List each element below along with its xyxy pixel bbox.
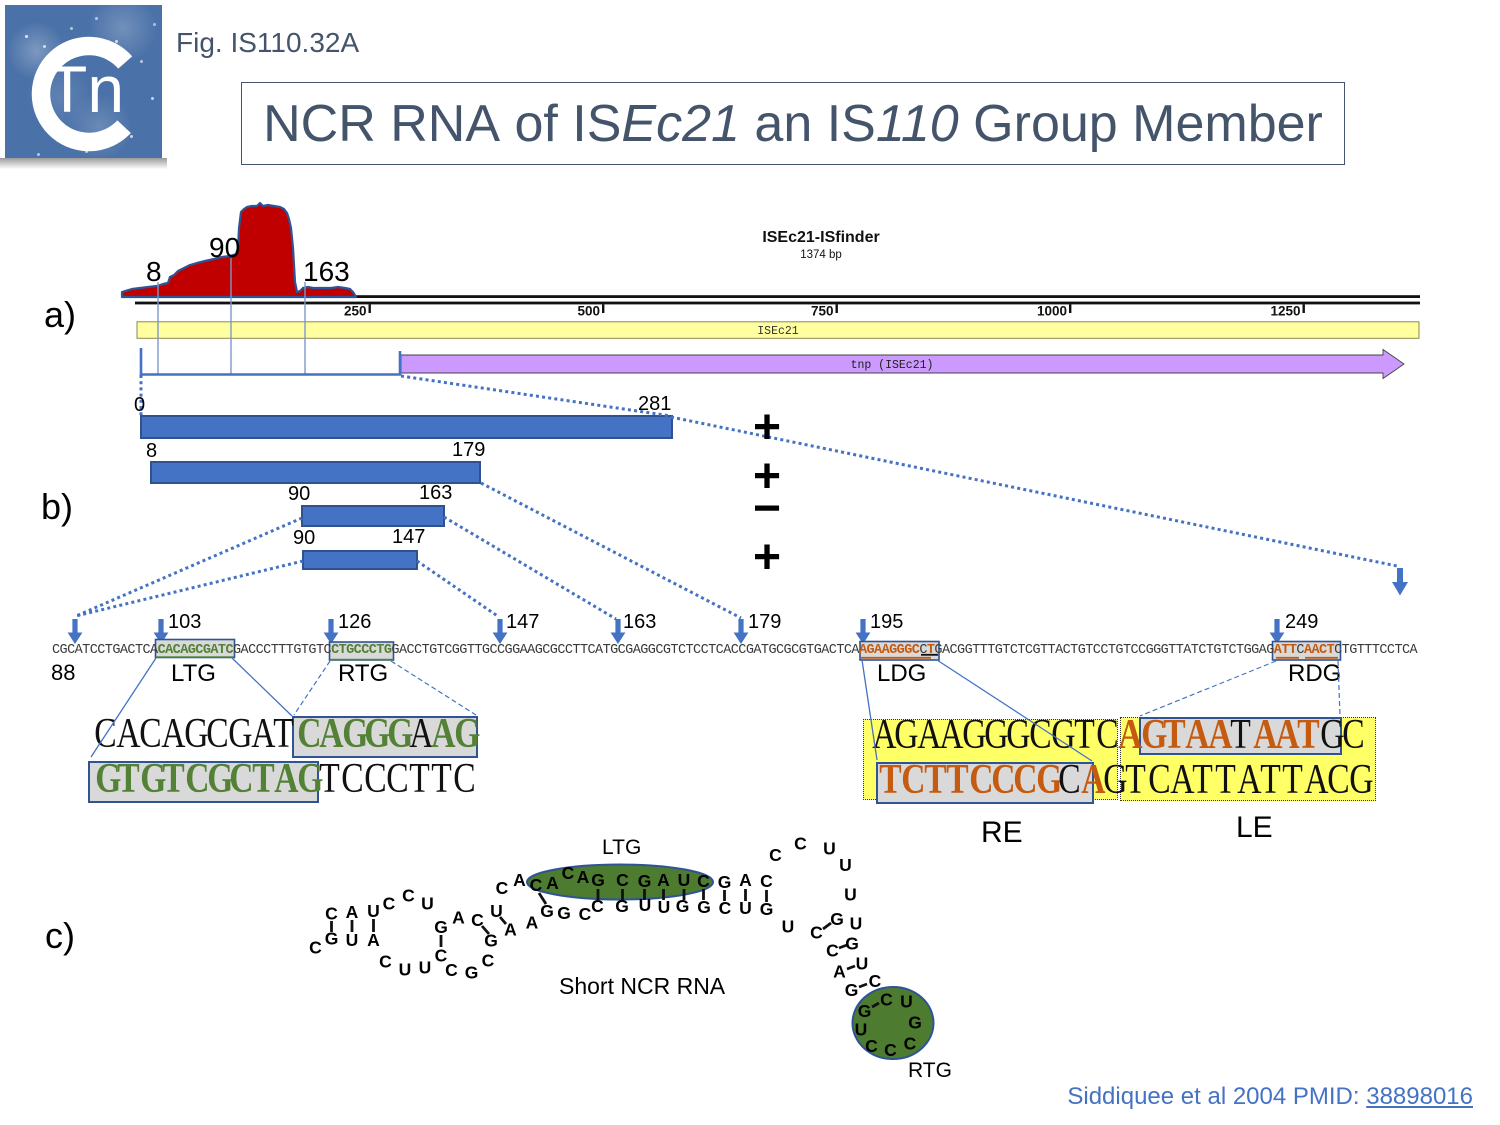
svg-text:G: G (434, 917, 448, 937)
svg-text:ISEc21: ISEc21 (757, 325, 799, 338)
svg-text:U: U (639, 895, 652, 915)
svg-text:C: C (865, 1036, 878, 1056)
svg-text:G: G (697, 897, 711, 917)
svg-text:A: A (657, 870, 670, 890)
svg-text:C: C (794, 834, 807, 854)
svg-text:1000: 1000 (1037, 304, 1067, 319)
svg-text:U: U (782, 917, 795, 937)
svg-text:1250: 1250 (1270, 304, 1300, 319)
svg-text:750: 750 (811, 304, 834, 319)
svg-text:C: C (562, 863, 575, 883)
svg-text:U: U (855, 1020, 868, 1040)
svg-text:tnp (ISEc21): tnp (ISEc21) (851, 359, 934, 372)
svg-text:C: C (904, 1034, 917, 1054)
svg-text:G: G (325, 929, 339, 949)
svg-text:U: U (346, 930, 359, 950)
svg-text:C: C (616, 870, 629, 890)
svg-text:U: U (658, 897, 671, 917)
svg-text:C: C (880, 990, 893, 1010)
svg-text:G: G (676, 896, 690, 916)
svg-text:C: C (530, 875, 543, 895)
svg-text:A: A (452, 908, 465, 928)
svg-text:C: C (435, 946, 448, 966)
svg-text:U: U (850, 914, 863, 934)
svg-text:G: G (540, 901, 554, 921)
svg-text:C: C (379, 952, 392, 972)
svg-text:U: U (490, 901, 503, 921)
svg-text:1374 bp: 1374 bp (800, 249, 842, 261)
svg-text:A: A (739, 870, 752, 890)
svg-text:A: A (346, 902, 359, 922)
svg-text:U: U (900, 992, 913, 1012)
svg-text:C: C (579, 904, 592, 924)
svg-text:A: A (526, 913, 539, 933)
svg-text:C: C (884, 1040, 897, 1060)
svg-text:ISEc21-ISfinder: ISEc21-ISfinder (762, 229, 879, 246)
svg-text:U: U (399, 960, 412, 980)
svg-text:U: U (739, 898, 752, 918)
svg-text:U: U (678, 870, 691, 890)
svg-text:C: C (383, 894, 396, 914)
svg-text:C: C (496, 878, 509, 898)
svg-text:G: G (591, 870, 605, 890)
svg-text:A: A (367, 930, 380, 950)
svg-text:C: C (697, 871, 710, 891)
svg-text:250: 250 (344, 304, 367, 319)
svg-text:G: G (718, 872, 732, 892)
svg-text:G: G (845, 934, 859, 954)
svg-text:G: G (484, 931, 498, 951)
svg-text:C: C (402, 886, 415, 906)
svg-text:G: G (908, 1013, 922, 1033)
svg-text:G: G (465, 963, 479, 983)
svg-text:G: G (557, 903, 571, 923)
svg-text:U: U (839, 855, 852, 875)
svg-text:C: C (482, 951, 495, 971)
svg-text:C: C (826, 941, 839, 961)
svg-text:A: A (577, 867, 590, 887)
svg-text:C: C (591, 896, 604, 916)
svg-text:G: G (638, 871, 652, 891)
svg-text:C: C (869, 971, 882, 991)
svg-text:G: G (615, 896, 629, 916)
svg-text:A: A (833, 962, 846, 982)
svg-text:C: C (445, 960, 458, 980)
svg-text:C: C (471, 910, 484, 930)
svg-text:U: U (419, 958, 432, 978)
svg-text:500: 500 (577, 304, 600, 319)
svg-text:G: G (858, 1001, 872, 1021)
svg-text:U: U (367, 901, 380, 921)
svg-text:A: A (546, 873, 559, 893)
svg-text:C: C (760, 871, 773, 891)
svg-text:C: C (769, 845, 782, 865)
svg-text:A: A (504, 920, 517, 940)
svg-text:G: G (845, 980, 859, 1000)
svg-text:A: A (513, 870, 526, 890)
svg-text:C: C (810, 923, 823, 943)
svg-text:C: C (309, 938, 322, 958)
svg-text:C: C (719, 898, 732, 918)
svg-text:G: G (830, 909, 844, 929)
svg-text:U: U (421, 894, 434, 914)
svg-text:U: U (844, 885, 857, 905)
svg-text:C: C (325, 904, 338, 924)
svg-text:G: G (760, 899, 774, 919)
svg-text:U: U (856, 954, 869, 974)
svg-text:U: U (823, 839, 836, 859)
